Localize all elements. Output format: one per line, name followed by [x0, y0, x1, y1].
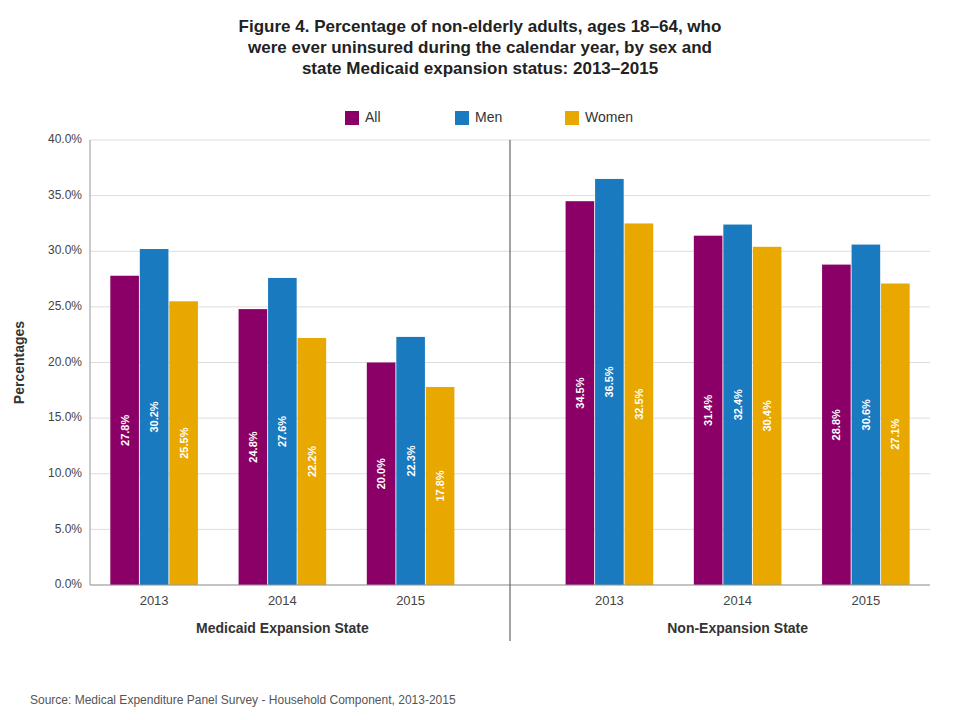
- data-label: 31.4%: [702, 395, 714, 426]
- data-label: 20.0%: [375, 458, 387, 489]
- source: Source: Medical Expenditure Panel Survey…: [30, 693, 456, 707]
- title-line: were ever uninsured during the calendar …: [247, 38, 712, 57]
- data-label: 27.8%: [119, 415, 131, 446]
- section-label: Medicaid Expansion State: [196, 620, 369, 636]
- bar: [367, 363, 396, 586]
- bar: [566, 201, 595, 585]
- data-label: 17.8%: [434, 470, 446, 501]
- data-label: 30.6%: [860, 399, 872, 430]
- title-line: state Medicaid expansion status: 2013–20…: [302, 59, 658, 78]
- bar: [169, 301, 198, 585]
- bar: [140, 249, 169, 585]
- bar: [822, 265, 851, 585]
- x-tick-label: 2015: [396, 593, 425, 608]
- y-tick-label: 0.0%: [55, 577, 83, 591]
- title-line: Figure 4. Percentage of non-elderly adul…: [239, 17, 722, 36]
- data-label: 22.3%: [405, 445, 417, 476]
- x-tick-label: 2014: [268, 593, 297, 608]
- x-tick-label: 2015: [851, 593, 880, 608]
- legend-label: Women: [585, 109, 633, 125]
- bar: [110, 276, 139, 585]
- section-divider: [509, 140, 510, 641]
- data-label: 30.4%: [761, 400, 773, 431]
- section-label: Non-Expansion State: [667, 620, 808, 636]
- legend-swatch: [565, 111, 579, 125]
- y-tick-label: 25.0%: [48, 299, 82, 313]
- y-tick-label: 10.0%: [48, 466, 82, 480]
- title: Figure 4. Percentage of non-elderly adul…: [239, 17, 722, 78]
- y-tick-label: 30.0%: [48, 243, 82, 257]
- y-tick-label: 20.0%: [48, 355, 82, 369]
- data-label: 27.1%: [889, 418, 901, 449]
- y-tick-label: 35.0%: [48, 188, 82, 202]
- legend: All Men Women: [345, 109, 633, 125]
- legend-label: All: [365, 109, 381, 125]
- data-label: 22.2%: [306, 446, 318, 477]
- bar: [595, 179, 624, 585]
- x-tick-label: 2013: [140, 593, 169, 608]
- y-tick-label: 5.0%: [55, 522, 83, 536]
- bar: [298, 338, 327, 585]
- bar: [753, 247, 782, 585]
- data-label: 34.5%: [574, 377, 586, 408]
- bar: [694, 236, 723, 585]
- y-axis-line: [90, 140, 91, 585]
- data-label: 32.5%: [633, 388, 645, 419]
- chart: Figure 4. Percentage of non-elderly adul…: [0, 0, 960, 720]
- data-label: 25.5%: [178, 427, 190, 458]
- x-tick-label: 2014: [723, 593, 752, 608]
- bar: [723, 225, 752, 585]
- y-tick-label: 40.0%: [48, 132, 82, 146]
- y-tick-label: 15.0%: [48, 410, 82, 424]
- data-label: 32.4%: [732, 389, 744, 420]
- legend-label: Men: [475, 109, 502, 125]
- data-label: 24.8%: [247, 431, 259, 462]
- data-label: 28.8%: [830, 409, 842, 440]
- y-axis-label: Percentages: [11, 321, 27, 404]
- legend-swatch: [455, 111, 469, 125]
- bar: [881, 284, 910, 585]
- data-label: 27.6%: [276, 416, 288, 447]
- data-label: 36.5%: [603, 366, 615, 397]
- bar: [239, 309, 268, 585]
- bar: [852, 245, 881, 585]
- data-label: 30.2%: [148, 401, 160, 432]
- bar: [396, 337, 425, 585]
- bar: [426, 387, 455, 585]
- x-tick-label: 2013: [595, 593, 624, 608]
- legend-swatch: [345, 111, 359, 125]
- bar: [268, 278, 297, 585]
- bar: [625, 223, 654, 585]
